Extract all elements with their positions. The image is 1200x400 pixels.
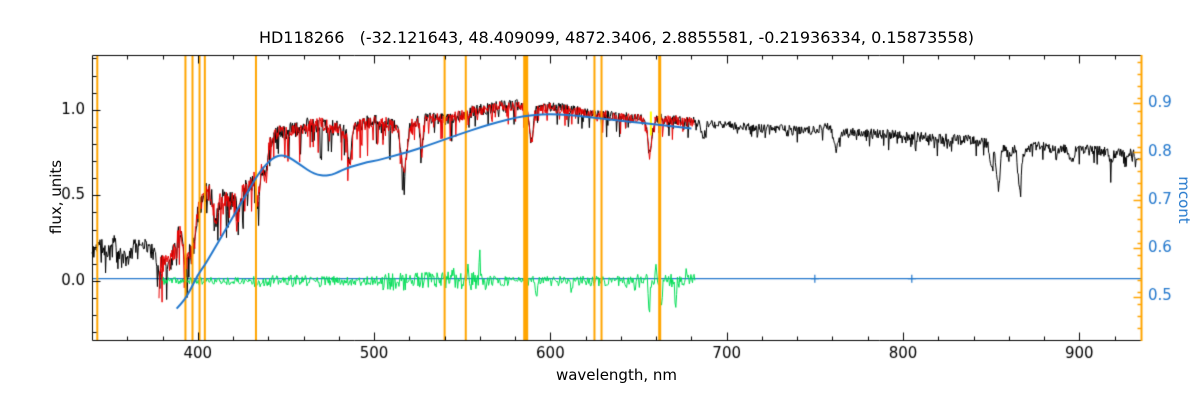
x-axis-label: wavelength, nm bbox=[555, 366, 678, 384]
y-axis-label-left: flux, units bbox=[47, 159, 65, 235]
chart-title: HD118266 (-32.121643, 48.409099, 4872.34… bbox=[258, 28, 975, 47]
y-axis-label-right: mcont bbox=[1175, 176, 1193, 224]
